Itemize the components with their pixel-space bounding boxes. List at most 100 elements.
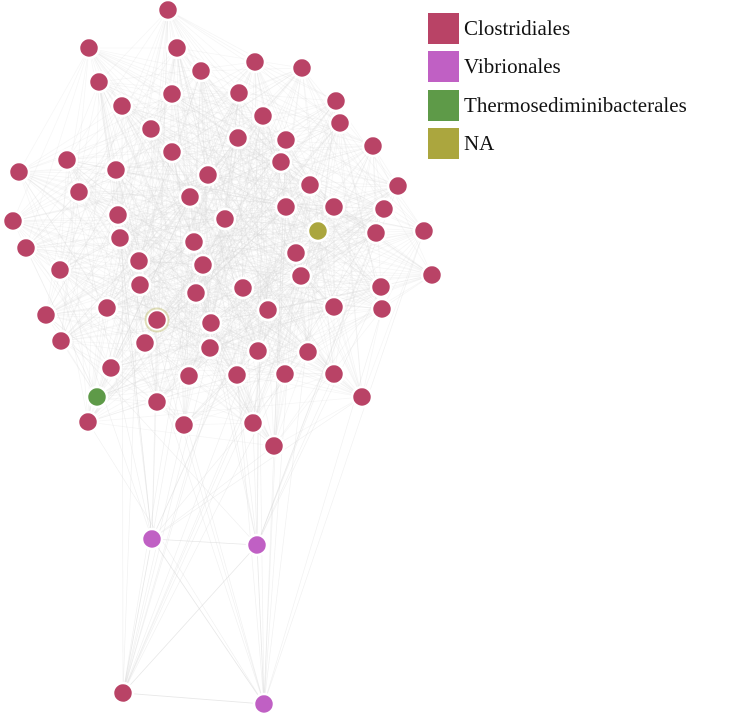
network-edge (200, 70, 226, 220)
network-edge (150, 128, 239, 139)
network-edge (267, 286, 382, 311)
node-clostridiales (231, 276, 255, 300)
network-edge (98, 81, 337, 102)
node-clostridiales (274, 195, 298, 219)
network-edge (25, 105, 123, 249)
network-edge (18, 145, 374, 173)
network-edge (117, 9, 169, 216)
network-edge (59, 159, 68, 271)
network-edge (117, 214, 141, 286)
network-edge (210, 137, 239, 324)
network-edge (78, 191, 382, 288)
network-edge (156, 61, 256, 321)
network-edge (12, 220, 140, 262)
network-edge (202, 174, 209, 266)
network-edge (45, 287, 244, 316)
network-edge (156, 319, 309, 353)
network-edge (183, 373, 335, 426)
network-edge (242, 287, 335, 375)
network-edge (236, 351, 309, 376)
network-edge (254, 61, 311, 186)
network-edge (176, 47, 209, 176)
network-edge (121, 47, 178, 107)
network-edge (122, 230, 319, 694)
network-edge (167, 9, 256, 63)
node-clostridiales (104, 158, 128, 182)
network-edge (156, 319, 238, 376)
node-thermosediminibacterales (85, 385, 109, 409)
network-edge (12, 145, 374, 222)
network-edge (200, 70, 319, 232)
node-highlight-ring (144, 307, 170, 333)
network-edge (144, 342, 363, 398)
network-edge (12, 67, 303, 222)
network-edge (202, 264, 302, 277)
network-edge (87, 81, 100, 423)
network-edge (262, 115, 286, 375)
network-edge (87, 230, 425, 423)
network-edge (121, 105, 335, 375)
network-edge (176, 47, 303, 69)
network-edge (138, 208, 385, 262)
network-edge (237, 137, 319, 232)
network-edge (78, 47, 178, 193)
network-edge (242, 232, 377, 289)
node-clostridiales (14, 236, 38, 260)
network-edge (106, 307, 335, 375)
network-edge (144, 342, 309, 353)
network-edge (45, 145, 374, 316)
network-edge (78, 137, 239, 193)
network-edge (139, 122, 341, 286)
network-edge (139, 252, 297, 286)
node-clostridiales (256, 298, 280, 322)
network-edge (195, 252, 297, 294)
network-edge (25, 47, 90, 249)
network-edge (262, 115, 319, 232)
network-edge (273, 206, 287, 447)
network-edge (115, 169, 297, 254)
network-edge (25, 241, 195, 249)
network-edge (171, 151, 244, 289)
network-edge (144, 122, 341, 344)
network-edge (121, 105, 239, 139)
network-edge (110, 306, 335, 369)
network-edge (189, 196, 319, 232)
network-edge (257, 145, 374, 352)
network-edge (193, 70, 202, 243)
node-vibrionales (252, 692, 276, 716)
network-edge (252, 309, 269, 424)
network-edge (45, 191, 80, 316)
network-edge (45, 314, 98, 398)
network-edge (309, 122, 341, 186)
node-clostridiales (298, 173, 322, 197)
node-clostridiales (111, 681, 135, 705)
network-edge (207, 174, 335, 308)
network-edge (200, 70, 209, 176)
node-clostridiales (199, 311, 223, 335)
network-edge (106, 92, 240, 309)
network-edge (121, 70, 202, 107)
network-edge (18, 105, 123, 173)
node-clostridiales (386, 174, 410, 198)
node-clostridiales (99, 356, 123, 380)
network-edge (18, 171, 226, 220)
network-edge (139, 206, 287, 286)
network-edge (254, 61, 287, 141)
network-edge (193, 241, 335, 308)
network-edge (209, 306, 335, 349)
network-edge (257, 230, 319, 352)
network-edge (300, 275, 335, 375)
network-edge (138, 260, 254, 424)
node-clostridiales (290, 56, 314, 80)
network-edge (121, 105, 433, 276)
network-edge (138, 151, 173, 262)
node-vibrionales (140, 527, 164, 551)
network-edge (96, 92, 240, 398)
network-edge (78, 191, 433, 276)
network-edge (254, 61, 265, 705)
node-clostridiales (241, 411, 265, 435)
network-edge (144, 139, 287, 344)
network-edge (121, 105, 385, 210)
network-edge (144, 252, 297, 344)
network-edge (115, 169, 275, 447)
